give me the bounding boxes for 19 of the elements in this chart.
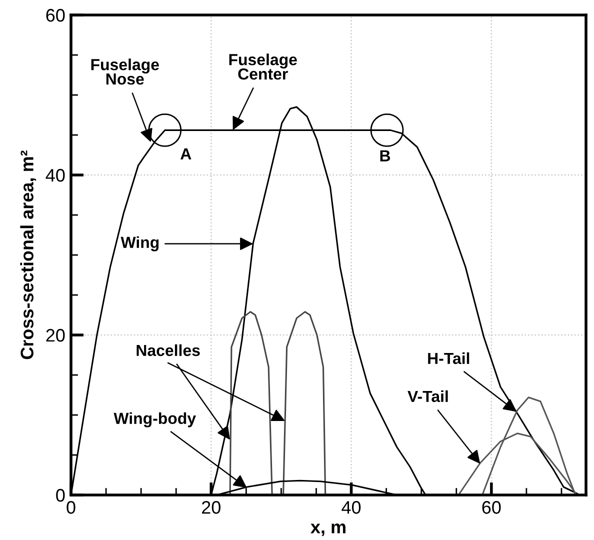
- annotation: Fuselage Nose: [91, 58, 159, 85]
- annotation: B: [380, 150, 390, 162]
- annotation: Wing: [120, 236, 159, 252]
- y-tick-label: 20: [46, 328, 65, 342]
- y-axis-title: Cross-sectional area, m²: [20, 150, 36, 360]
- x-axis-title: x, m: [310, 524, 346, 536]
- y-tick-label: 40: [46, 168, 65, 182]
- annotation: Nacelles: [136, 344, 200, 356]
- annotation: H-Tail: [428, 352, 470, 364]
- annotation: V-Tail: [408, 390, 448, 402]
- y-tick-label: 0: [56, 488, 65, 502]
- x-tick-label: 20: [202, 501, 220, 514]
- annotation: Fuselage Center: [229, 54, 297, 80]
- x-tick-label: 60: [482, 501, 501, 514]
- y-tick-label: 60: [46, 8, 65, 22]
- annotation: A: [180, 148, 192, 160]
- x-tick-label: 0: [66, 501, 76, 514]
- annotation: Wing-body: [114, 412, 196, 428]
- x-tick-label: 40: [342, 501, 361, 514]
